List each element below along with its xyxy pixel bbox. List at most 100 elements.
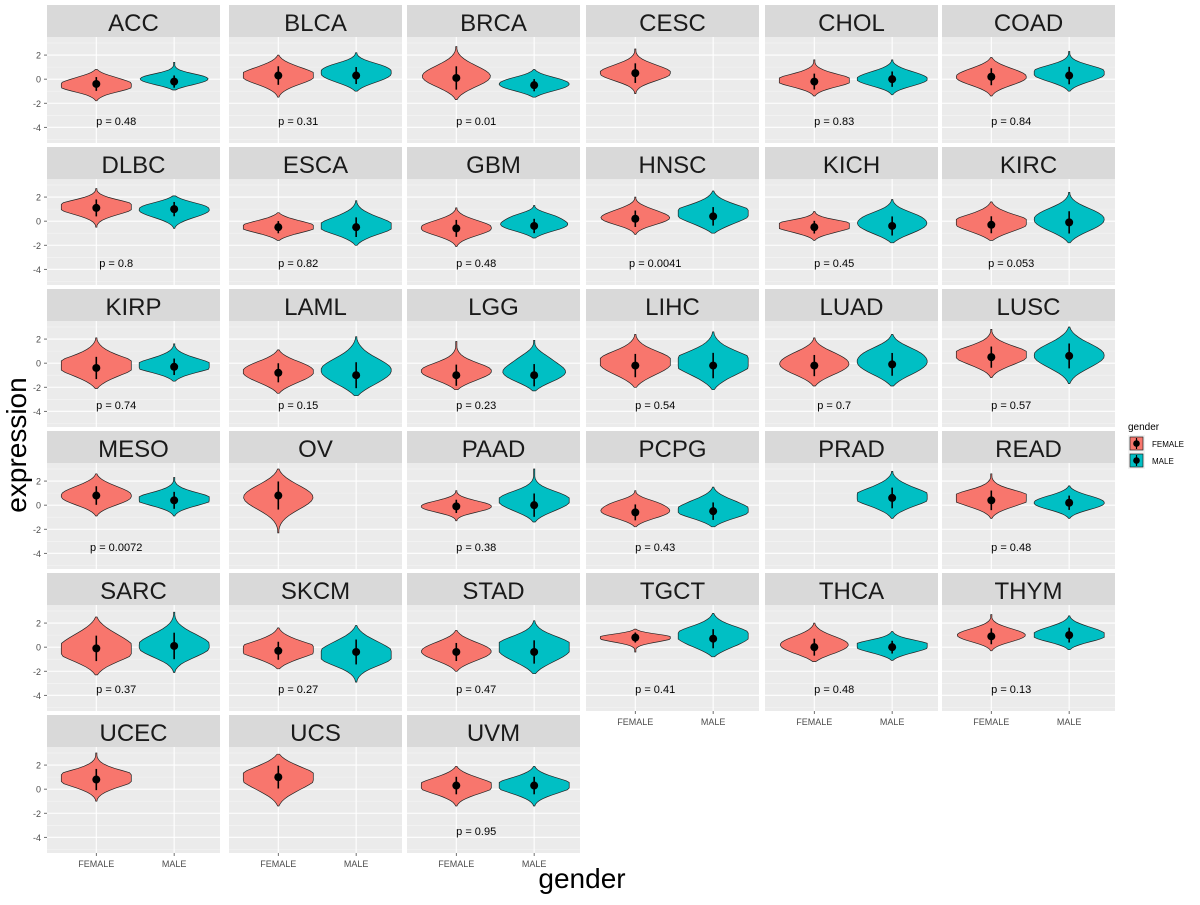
y-tick-label: -2 (33, 383, 41, 393)
facet-title: ACC (108, 10, 159, 37)
facet-strip (47, 431, 220, 463)
facet-strip (229, 715, 402, 747)
median-point (1065, 218, 1074, 227)
facet-panel-thca: THCA p = 0.48 FEMALE MALE (765, 573, 938, 727)
facet-strip (47, 289, 220, 321)
p-value-label: p = 0.38 (456, 542, 496, 554)
facet-strip (942, 147, 1115, 179)
median-point (92, 363, 101, 372)
median-point (352, 223, 361, 232)
median-point (452, 224, 461, 233)
facet-title: KIRP (105, 294, 161, 321)
median-point (274, 368, 283, 377)
median-point (709, 634, 718, 643)
p-value-label: p = 0.27 (278, 684, 318, 696)
facet-title: UCEC (99, 720, 167, 747)
median-point (810, 223, 819, 232)
p-value-label: p = 0.8 (99, 258, 133, 270)
facet-title: SARC (100, 578, 167, 605)
median-point (92, 79, 101, 88)
x-tick-label: FEMALE (973, 717, 1009, 727)
facet-title: COAD (994, 10, 1063, 37)
median-point (631, 214, 640, 223)
facet-title: GBM (466, 152, 521, 179)
x-tick-label: MALE (344, 859, 369, 869)
facet-panel-kirp: KIRP -4 -2 0 2 p = 0.74 (33, 289, 220, 427)
y-tick-label: 2 (36, 193, 41, 203)
median-point (631, 508, 640, 517)
median-point (92, 491, 101, 500)
y-tick-label: 2 (36, 51, 41, 61)
x-tick-label: MALE (1057, 717, 1082, 727)
median-point (452, 73, 461, 82)
median-point (274, 773, 283, 782)
p-value-label: p = 0.01 (456, 116, 496, 128)
facet-title: THYM (995, 578, 1063, 605)
facet-strip (765, 5, 938, 37)
p-value-label: p = 0.053 (988, 258, 1034, 270)
y-tick-label: -4 (33, 407, 41, 417)
facet-panel-ucs: UCS FEMALE MALE (229, 715, 402, 869)
p-value-label: p = 0.31 (278, 116, 318, 128)
facet-strip (765, 431, 938, 463)
facet-title: PCPG (638, 436, 706, 463)
facet-panel-lihc: LIHC p = 0.54 (586, 289, 759, 427)
facet-title: READ (995, 436, 1062, 463)
x-tick-label: FEMALE (796, 717, 832, 727)
y-tick-label: -4 (33, 833, 41, 843)
median-point (352, 371, 361, 380)
legend-label: FEMALE (1152, 440, 1184, 449)
facet-strip (229, 147, 402, 179)
median-point (631, 69, 640, 78)
facet-strip (942, 573, 1115, 605)
facet-panel-paad: PAAD p = 0.38 (407, 431, 580, 569)
facet-title: BLCA (284, 10, 347, 37)
x-tick-label: FEMALE (78, 859, 114, 869)
facet-title: PAAD (462, 436, 526, 463)
p-value-label: p = 0.47 (456, 684, 496, 696)
facet-panel-tgct: TGCT p = 0.41 FEMALE MALE (586, 573, 759, 727)
median-point (709, 361, 718, 370)
median-point (810, 643, 819, 652)
facet-title: DLBC (101, 152, 165, 179)
facet-strip (942, 289, 1115, 321)
median-point (888, 360, 897, 369)
facet-panel-chol: CHOL p = 0.83 (765, 5, 938, 143)
facet-title: STAD (462, 578, 524, 605)
median-point (170, 77, 179, 86)
x-tick-label: FEMALE (438, 859, 474, 869)
facet-panel-skcm: SKCM p = 0.27 (229, 573, 402, 711)
facet-strip (586, 289, 759, 321)
facet-panel-cesc: CESC (586, 5, 759, 143)
x-tick-label: MALE (162, 859, 187, 869)
facet-title: UVM (467, 720, 520, 747)
y-tick-label: 2 (36, 619, 41, 629)
p-value-label: p = 0.54 (635, 400, 675, 412)
facet-strip (765, 147, 938, 179)
median-point (987, 353, 996, 362)
median-point (810, 361, 819, 370)
x-tick-label: MALE (701, 717, 726, 727)
facet-panel-sarc: SARC -4 -2 0 2 p = 0.37 (33, 573, 220, 711)
y-tick-label: 2 (36, 761, 41, 771)
facet-panel-stad: STAD p = 0.47 (407, 573, 580, 711)
median-point (170, 641, 179, 650)
facet-panel-thym: THYM p = 0.13 FEMALE MALE (942, 573, 1115, 727)
median-point (452, 647, 461, 656)
facet-panel-pcpg: PCPG p = 0.43 (586, 431, 759, 569)
median-point (709, 212, 718, 221)
y-tick-label: 0 (36, 643, 41, 653)
median-point (452, 371, 461, 380)
p-value-label: p = 0.37 (96, 684, 136, 696)
facet-title: KIRC (1000, 152, 1057, 179)
facet-strip (47, 147, 220, 179)
facet-panel-read: READ p = 0.48 (942, 431, 1115, 569)
median-point (274, 71, 283, 80)
median-point (452, 502, 461, 511)
median-point (888, 493, 897, 502)
median-point (92, 775, 101, 784)
facet-panel-luad: LUAD p = 0.7 (765, 289, 938, 427)
y-tick-label: -2 (33, 667, 41, 677)
